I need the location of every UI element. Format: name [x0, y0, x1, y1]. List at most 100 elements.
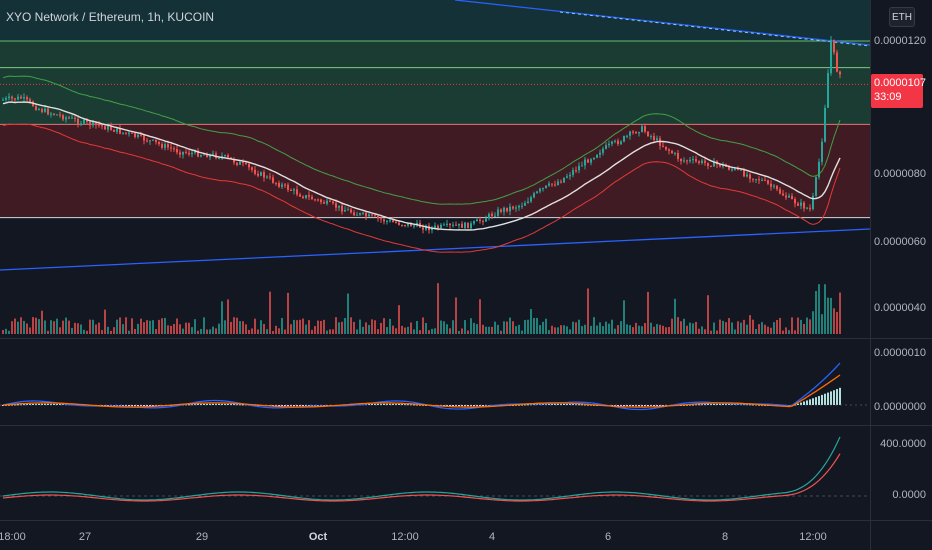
candle-body — [86, 119, 88, 122]
candle-body — [620, 141, 622, 144]
volume-bar — [68, 320, 70, 334]
volume-bar — [710, 330, 712, 334]
volume-bar — [677, 317, 679, 334]
histogram-bar — [704, 404, 706, 406]
volume-bar — [173, 323, 175, 334]
candle-body — [128, 132, 130, 134]
price-axis[interactable]: ETH 0.0000120 0.0000080 0.0000060 0.0000… — [870, 0, 932, 338]
histogram-bar — [452, 405, 454, 406]
volume-bar — [620, 321, 622, 334]
pane-separator[interactable] — [0, 425, 932, 426]
volume-bar — [830, 297, 832, 334]
volume-bar — [626, 324, 628, 334]
currency-button[interactable]: ETH — [889, 7, 915, 27]
candle-body — [794, 199, 796, 204]
candle-body — [653, 136, 655, 140]
candle-body — [251, 167, 253, 170]
volume-bar — [404, 327, 406, 334]
candle-body — [107, 126, 109, 130]
symbol-title[interactable]: XYO Network / Ethereum, 1h, KUCOIN — [6, 10, 215, 24]
candle-body — [71, 117, 73, 119]
volume-bar — [272, 330, 274, 334]
histogram-bar — [443, 405, 445, 406]
volume-bar — [131, 318, 133, 334]
macd-pane[interactable] — [0, 339, 870, 425]
volume-bar — [320, 320, 322, 334]
volume-bar — [395, 328, 397, 334]
histogram-bar — [212, 403, 214, 405]
volume-bar — [464, 320, 466, 334]
histogram-bar — [137, 405, 139, 407]
volume-bar — [152, 320, 154, 334]
candle-body — [20, 96, 22, 99]
oscillator-chart[interactable] — [0, 426, 870, 520]
volume-bar — [758, 324, 760, 334]
volume-bar — [791, 317, 793, 334]
histogram-bar — [470, 405, 472, 407]
osc-axis-label: 0.0000 — [892, 489, 926, 501]
candle-body — [758, 179, 760, 181]
histogram-bar — [542, 403, 544, 405]
volume-bar — [824, 284, 826, 334]
time-label: 6 — [604, 531, 612, 543]
volume-bar — [344, 318, 346, 334]
candle-body — [278, 183, 280, 187]
histogram-bar — [47, 403, 49, 405]
histogram-bar — [386, 403, 388, 405]
price-chart[interactable] — [0, 0, 870, 338]
upper-band — [2, 75, 841, 205]
volume-bar — [806, 317, 808, 334]
candle-body — [77, 118, 79, 124]
candle-body — [350, 209, 352, 213]
candle-body — [803, 202, 805, 209]
candle-body — [611, 141, 613, 144]
price-pane[interactable] — [0, 0, 870, 338]
candle-body — [371, 214, 373, 216]
volume-bar — [446, 324, 448, 334]
volume-bar — [755, 328, 757, 334]
macd-chart[interactable] — [0, 339, 870, 425]
volume-bar — [230, 321, 232, 334]
histogram-bar — [827, 392, 829, 405]
volume-bar — [536, 317, 538, 334]
oscillator-pane[interactable] — [0, 426, 870, 520]
candle-body — [578, 165, 580, 171]
oscillator-axis[interactable]: 400.0000 0.0000 — [870, 426, 932, 520]
volume-bar — [134, 328, 136, 334]
macd-axis[interactable]: 0.0000010 0.0000000 — [870, 339, 932, 425]
volume-bar — [623, 300, 625, 334]
volume-bar — [671, 318, 673, 334]
candle-body — [131, 132, 133, 134]
volume-bar — [503, 321, 505, 334]
volume-bar — [809, 319, 811, 334]
volume-bar — [71, 327, 73, 334]
pane-separator[interactable] — [0, 338, 932, 339]
volume-bar — [62, 320, 64, 334]
candle-body — [815, 177, 817, 196]
candle-body — [200, 155, 202, 157]
candle-body — [227, 155, 229, 158]
candle-body — [497, 209, 499, 216]
volume-bar — [716, 330, 718, 334]
volume-bar — [563, 325, 565, 334]
candle-body — [110, 126, 112, 130]
volume-bar — [767, 326, 769, 334]
candle-body — [29, 99, 31, 102]
candle-body — [35, 106, 37, 110]
candle-body — [785, 195, 787, 198]
candle-body — [353, 212, 355, 216]
volume-bar — [86, 330, 88, 334]
candle-body — [356, 214, 358, 216]
candle-body — [557, 181, 559, 186]
volume-bar — [371, 319, 373, 334]
candle-body — [2, 99, 4, 101]
candle-body — [632, 131, 634, 133]
time-axis[interactable]: 18:00 27 29 Oct 12:00 4 6 8 12:00 — [0, 520, 870, 550]
histogram-bar — [803, 401, 805, 405]
volume-bar — [764, 324, 766, 334]
volume-bar — [569, 329, 571, 334]
candle-body — [272, 177, 274, 183]
candle-body — [602, 148, 604, 153]
volume-bar — [836, 311, 838, 334]
volume-bar — [599, 322, 601, 334]
